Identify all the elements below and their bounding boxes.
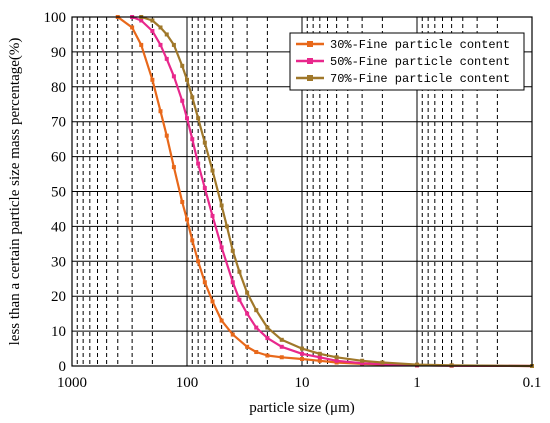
data-point	[380, 360, 385, 365]
y-tick-label: 60	[51, 150, 66, 166]
data-point	[196, 161, 201, 166]
y-tick-label: 50	[51, 185, 66, 201]
legend-box	[289, 32, 525, 91]
data-point	[230, 248, 235, 253]
data-point	[158, 42, 163, 47]
y-tick-label: 70	[51, 115, 66, 131]
data-point	[202, 140, 207, 145]
data-point	[219, 203, 224, 208]
data-point	[164, 56, 169, 61]
x-tick-label: 0.1	[523, 375, 542, 391]
data-point	[210, 299, 215, 304]
data-point	[190, 95, 195, 100]
data-point	[164, 32, 169, 37]
data-point	[150, 28, 155, 33]
y-tick-label: 100	[44, 10, 67, 26]
data-point	[171, 42, 176, 47]
legend-entry-label: 30%-Fine particle content	[330, 38, 510, 52]
y-tick-label: 30	[51, 254, 66, 270]
y-tick-label: 20	[51, 289, 66, 305]
legend-swatch-marker	[307, 58, 313, 64]
y-tick-label: 40	[51, 219, 66, 235]
data-point	[180, 98, 185, 103]
data-point	[185, 116, 189, 121]
data-point	[185, 217, 189, 222]
legend-entry-label: 70%-Fine particle content	[330, 72, 510, 86]
data-point	[139, 18, 144, 23]
x-tick-label: 10	[295, 375, 310, 391]
data-point	[265, 336, 270, 341]
legend: 30%-Fine particle content 50%-Fine partic…	[289, 32, 525, 91]
data-point	[224, 224, 229, 229]
data-point	[300, 357, 304, 362]
data-point	[185, 77, 189, 82]
data-point	[279, 355, 284, 360]
data-point	[139, 42, 144, 47]
series-layer	[115, 15, 534, 368]
data-point	[190, 137, 195, 142]
data-point	[334, 358, 339, 363]
data-point	[158, 25, 163, 30]
x-tick-label: 100	[176, 375, 199, 391]
data-point	[317, 351, 322, 356]
data-point	[237, 297, 242, 302]
y-axis-tick-labels: 0 10 20 30 40 50 60 70 80 90 100	[44, 10, 67, 375]
data-point	[449, 363, 454, 368]
x-axis-label: particle size (μm)	[249, 400, 355, 416]
data-point	[254, 350, 259, 355]
y-axis-label: less than a certain particle size mass p…	[7, 38, 23, 346]
data-point	[245, 290, 250, 295]
data-point	[210, 168, 215, 173]
data-point	[190, 238, 195, 243]
y-tick-label: 10	[51, 324, 66, 340]
data-point	[230, 332, 235, 337]
data-point	[254, 325, 259, 330]
data-point	[219, 318, 224, 323]
y-tick-label: 90	[51, 45, 66, 61]
data-point	[317, 358, 322, 363]
data-point	[158, 109, 163, 114]
data-point	[164, 133, 169, 138]
data-point	[210, 213, 215, 218]
data-point	[230, 280, 235, 285]
data-point	[180, 199, 185, 204]
data-point	[171, 74, 176, 79]
data-point	[245, 344, 250, 349]
data-point	[279, 337, 284, 342]
data-point	[254, 308, 259, 313]
data-point	[202, 280, 207, 285]
data-point	[202, 186, 207, 191]
data-point	[196, 116, 201, 121]
data-point	[334, 355, 339, 360]
data-point	[265, 325, 270, 330]
legend-entry-label: 50%-Fine particle content	[330, 55, 510, 69]
data-point	[180, 63, 185, 68]
data-point	[265, 353, 270, 358]
data-point	[171, 165, 176, 170]
x-tick-label: 1000	[57, 375, 87, 391]
data-point	[245, 311, 250, 316]
data-point	[279, 344, 284, 349]
data-point	[219, 245, 224, 250]
data-point	[150, 77, 155, 82]
data-point	[130, 25, 135, 30]
y-tick-label: 80	[51, 80, 66, 96]
x-tick-label: 1	[413, 375, 421, 391]
data-point	[360, 358, 365, 363]
data-point	[150, 18, 155, 23]
data-point	[415, 362, 419, 367]
series-3	[139, 15, 534, 368]
data-point	[360, 361, 365, 366]
legend-swatch-marker	[307, 41, 313, 47]
plot-area-frame	[71, 16, 533, 367]
y-tick-label: 0	[59, 359, 67, 375]
data-point	[237, 269, 242, 274]
x-axis-tick-labels: 1000 100 10 1 0.1	[57, 375, 541, 391]
data-point	[300, 351, 304, 356]
data-point	[196, 259, 201, 264]
legend-swatch-marker	[307, 75, 313, 81]
data-point	[300, 346, 304, 351]
data-point	[317, 355, 322, 360]
